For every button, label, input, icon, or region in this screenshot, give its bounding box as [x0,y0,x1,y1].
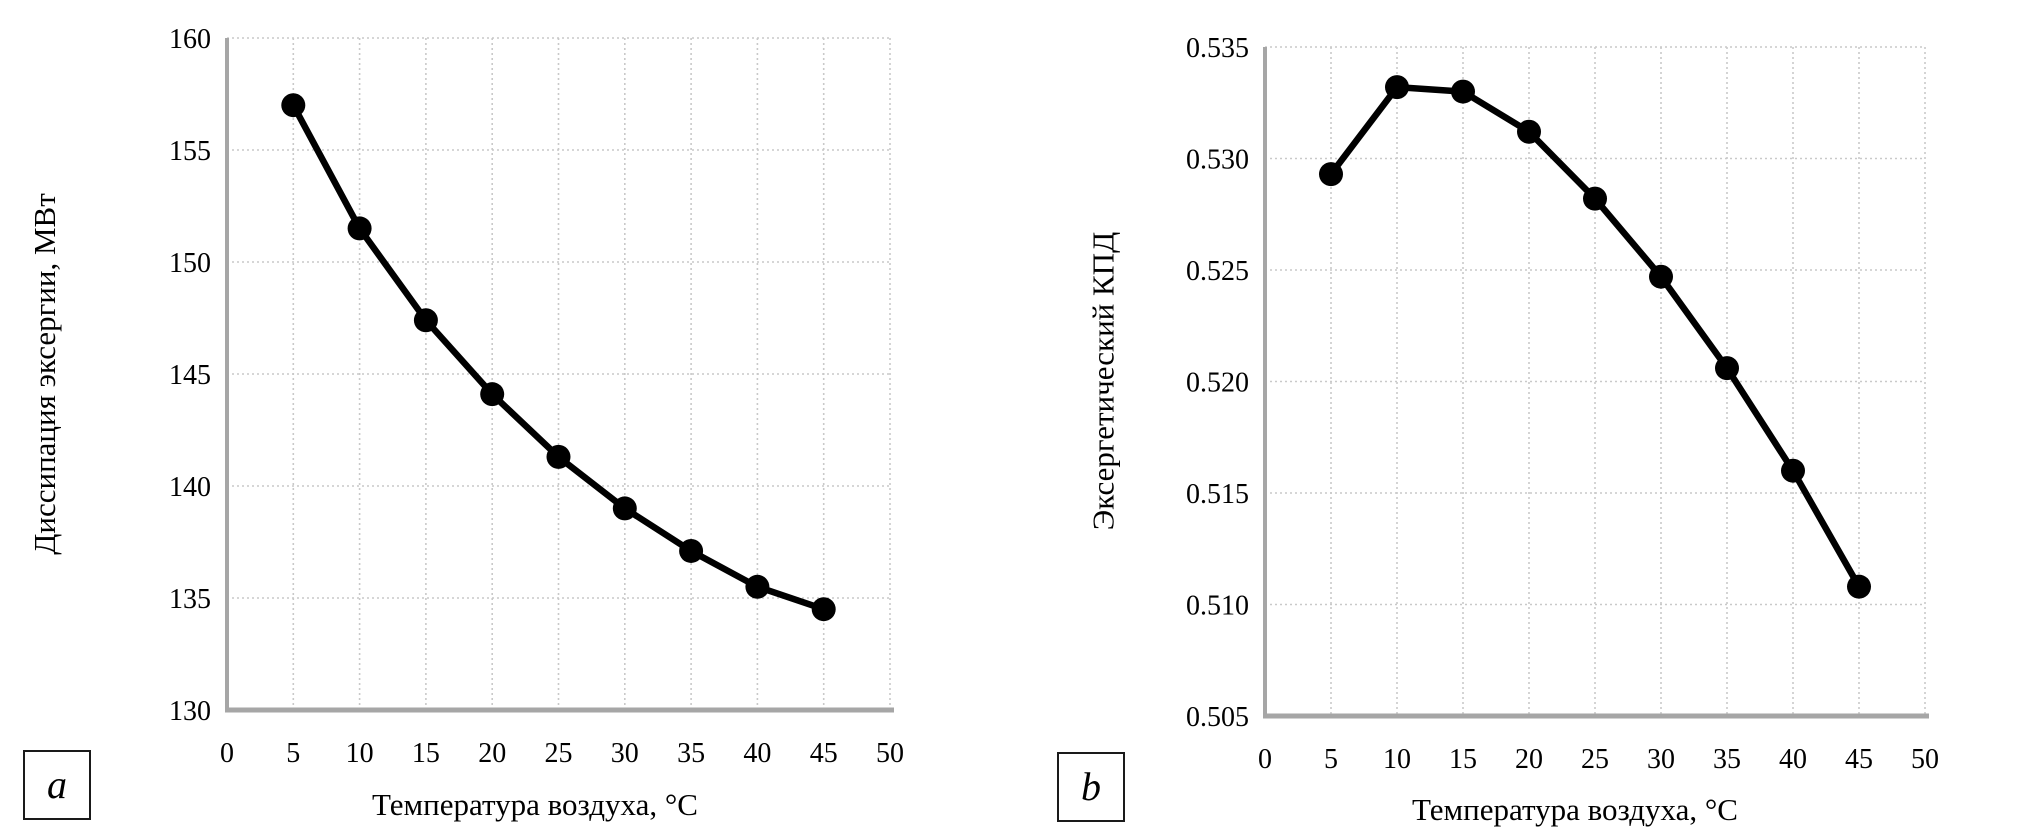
data-point [1451,79,1475,104]
y-tick-label: 145 [169,360,211,391]
data-point [1649,264,1673,289]
x-tick-label: 5 [1324,744,1338,775]
y-tick-label: 0.525 [1186,256,1249,287]
y-tick-label: 0.535 [1186,33,1249,64]
panel-label-b-box: b [1057,752,1125,822]
data-point [745,574,770,599]
x-tick-label: 10 [1383,744,1411,775]
y-axis-title-b: Эксергетический КПД [1085,231,1121,531]
y-axis-title-a: Диссипация эксергии, МВт [27,193,62,555]
x-tick-label: 20 [1515,744,1543,775]
y-tick-label: 150 [169,248,211,279]
x-tick-label: 25 [545,738,573,769]
x-tick-label: 15 [412,738,440,769]
x-tick-label: 0 [220,738,234,769]
data-point [1517,119,1541,144]
x-tick-label: 15 [1449,744,1477,775]
panel-label-b: b [1081,764,1101,809]
data-point [679,538,704,563]
x-tick-label: 50 [1911,744,1939,775]
x-axis-title-a: Температура воздуха, °C [372,787,698,822]
data-point [546,444,571,469]
data-point [1319,162,1343,187]
data-point [1781,458,1805,483]
data-point [347,216,372,241]
data-point [811,597,836,622]
data-point [1583,186,1607,211]
y-tick-label: 0.530 [1186,144,1249,175]
y-tick-label: 130 [169,696,211,727]
data-point [1715,356,1739,381]
data-point [1847,574,1871,599]
x-tick-label: 45 [1845,744,1873,775]
data-point [480,382,505,407]
x-tick-label: 50 [876,738,904,769]
x-axis-title-b: Температура воздуха, °C [1412,792,1738,827]
chart-a-plot: 130 135 140 145 150 155 160 0 5 10 15 20 25 30 35 40 45 5… [169,24,904,769]
x-tick-label: 45 [810,738,838,769]
x-tick-label: 5 [286,738,300,769]
y-tick-label: 140 [169,472,211,503]
chart-b-plot: 0.505 0.510 0.515 0.520 0.525 0.530 0.535 0 5 10 1… [1186,33,1939,775]
x-tick-label: 40 [743,738,771,769]
data-point [413,308,438,333]
panel-label-a-box: a [23,750,91,820]
y-tick-label: 135 [169,584,211,615]
x-tick-label: 20 [478,738,506,769]
data-point [281,93,306,118]
y-tick-label: 0.510 [1186,590,1249,621]
x-tick-label: 35 [677,738,705,769]
x-tick-label: 30 [1647,744,1675,775]
y-tick-label: 160 [169,24,211,55]
y-tick-label: 0.520 [1186,367,1249,398]
panel-label-a: a [47,762,67,807]
data-point [1385,75,1409,100]
y-tick-label: 0.515 [1186,479,1249,510]
x-tick-label: 10 [346,738,374,769]
x-tick-label: 0 [1258,744,1272,775]
x-tick-label: 35 [1713,744,1741,775]
x-tick-label: 25 [1581,744,1609,775]
x-tick-label: 40 [1779,744,1807,775]
x-tick-label: 30 [611,738,639,769]
y-tick-label: 0.505 [1186,702,1249,733]
data-point [612,496,637,521]
y-tick-label: 155 [169,136,211,167]
